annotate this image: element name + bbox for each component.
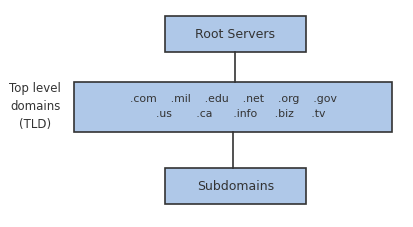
Text: Top level
domains
(TLD): Top level domains (TLD) — [9, 82, 61, 131]
FancyBboxPatch shape — [165, 168, 306, 204]
FancyBboxPatch shape — [165, 16, 306, 52]
Text: .com    .mil    .edu    .net    .org    .gov
    .us       .ca      .info     .b: .com .mil .edu .net .org .gov .us .ca .i… — [130, 94, 337, 119]
Text: Subdomains: Subdomains — [197, 180, 274, 193]
Text: Root Servers: Root Servers — [195, 27, 275, 41]
FancyBboxPatch shape — [74, 82, 392, 132]
